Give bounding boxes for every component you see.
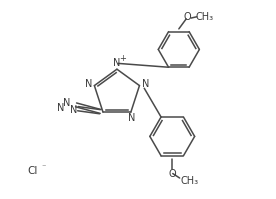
Text: Cl: Cl <box>27 166 38 176</box>
Text: N: N <box>57 103 64 113</box>
Text: N: N <box>113 58 121 68</box>
Text: N: N <box>129 113 136 123</box>
Text: O: O <box>184 12 191 22</box>
Text: O: O <box>168 169 176 179</box>
Text: CH₃: CH₃ <box>181 176 199 186</box>
Text: +: + <box>119 54 126 63</box>
Text: CH₃: CH₃ <box>196 12 214 22</box>
Text: N: N <box>142 79 149 89</box>
Text: N: N <box>85 79 92 89</box>
Text: ⁻: ⁻ <box>42 163 46 172</box>
Text: N: N <box>70 105 78 115</box>
Text: N: N <box>63 98 71 108</box>
